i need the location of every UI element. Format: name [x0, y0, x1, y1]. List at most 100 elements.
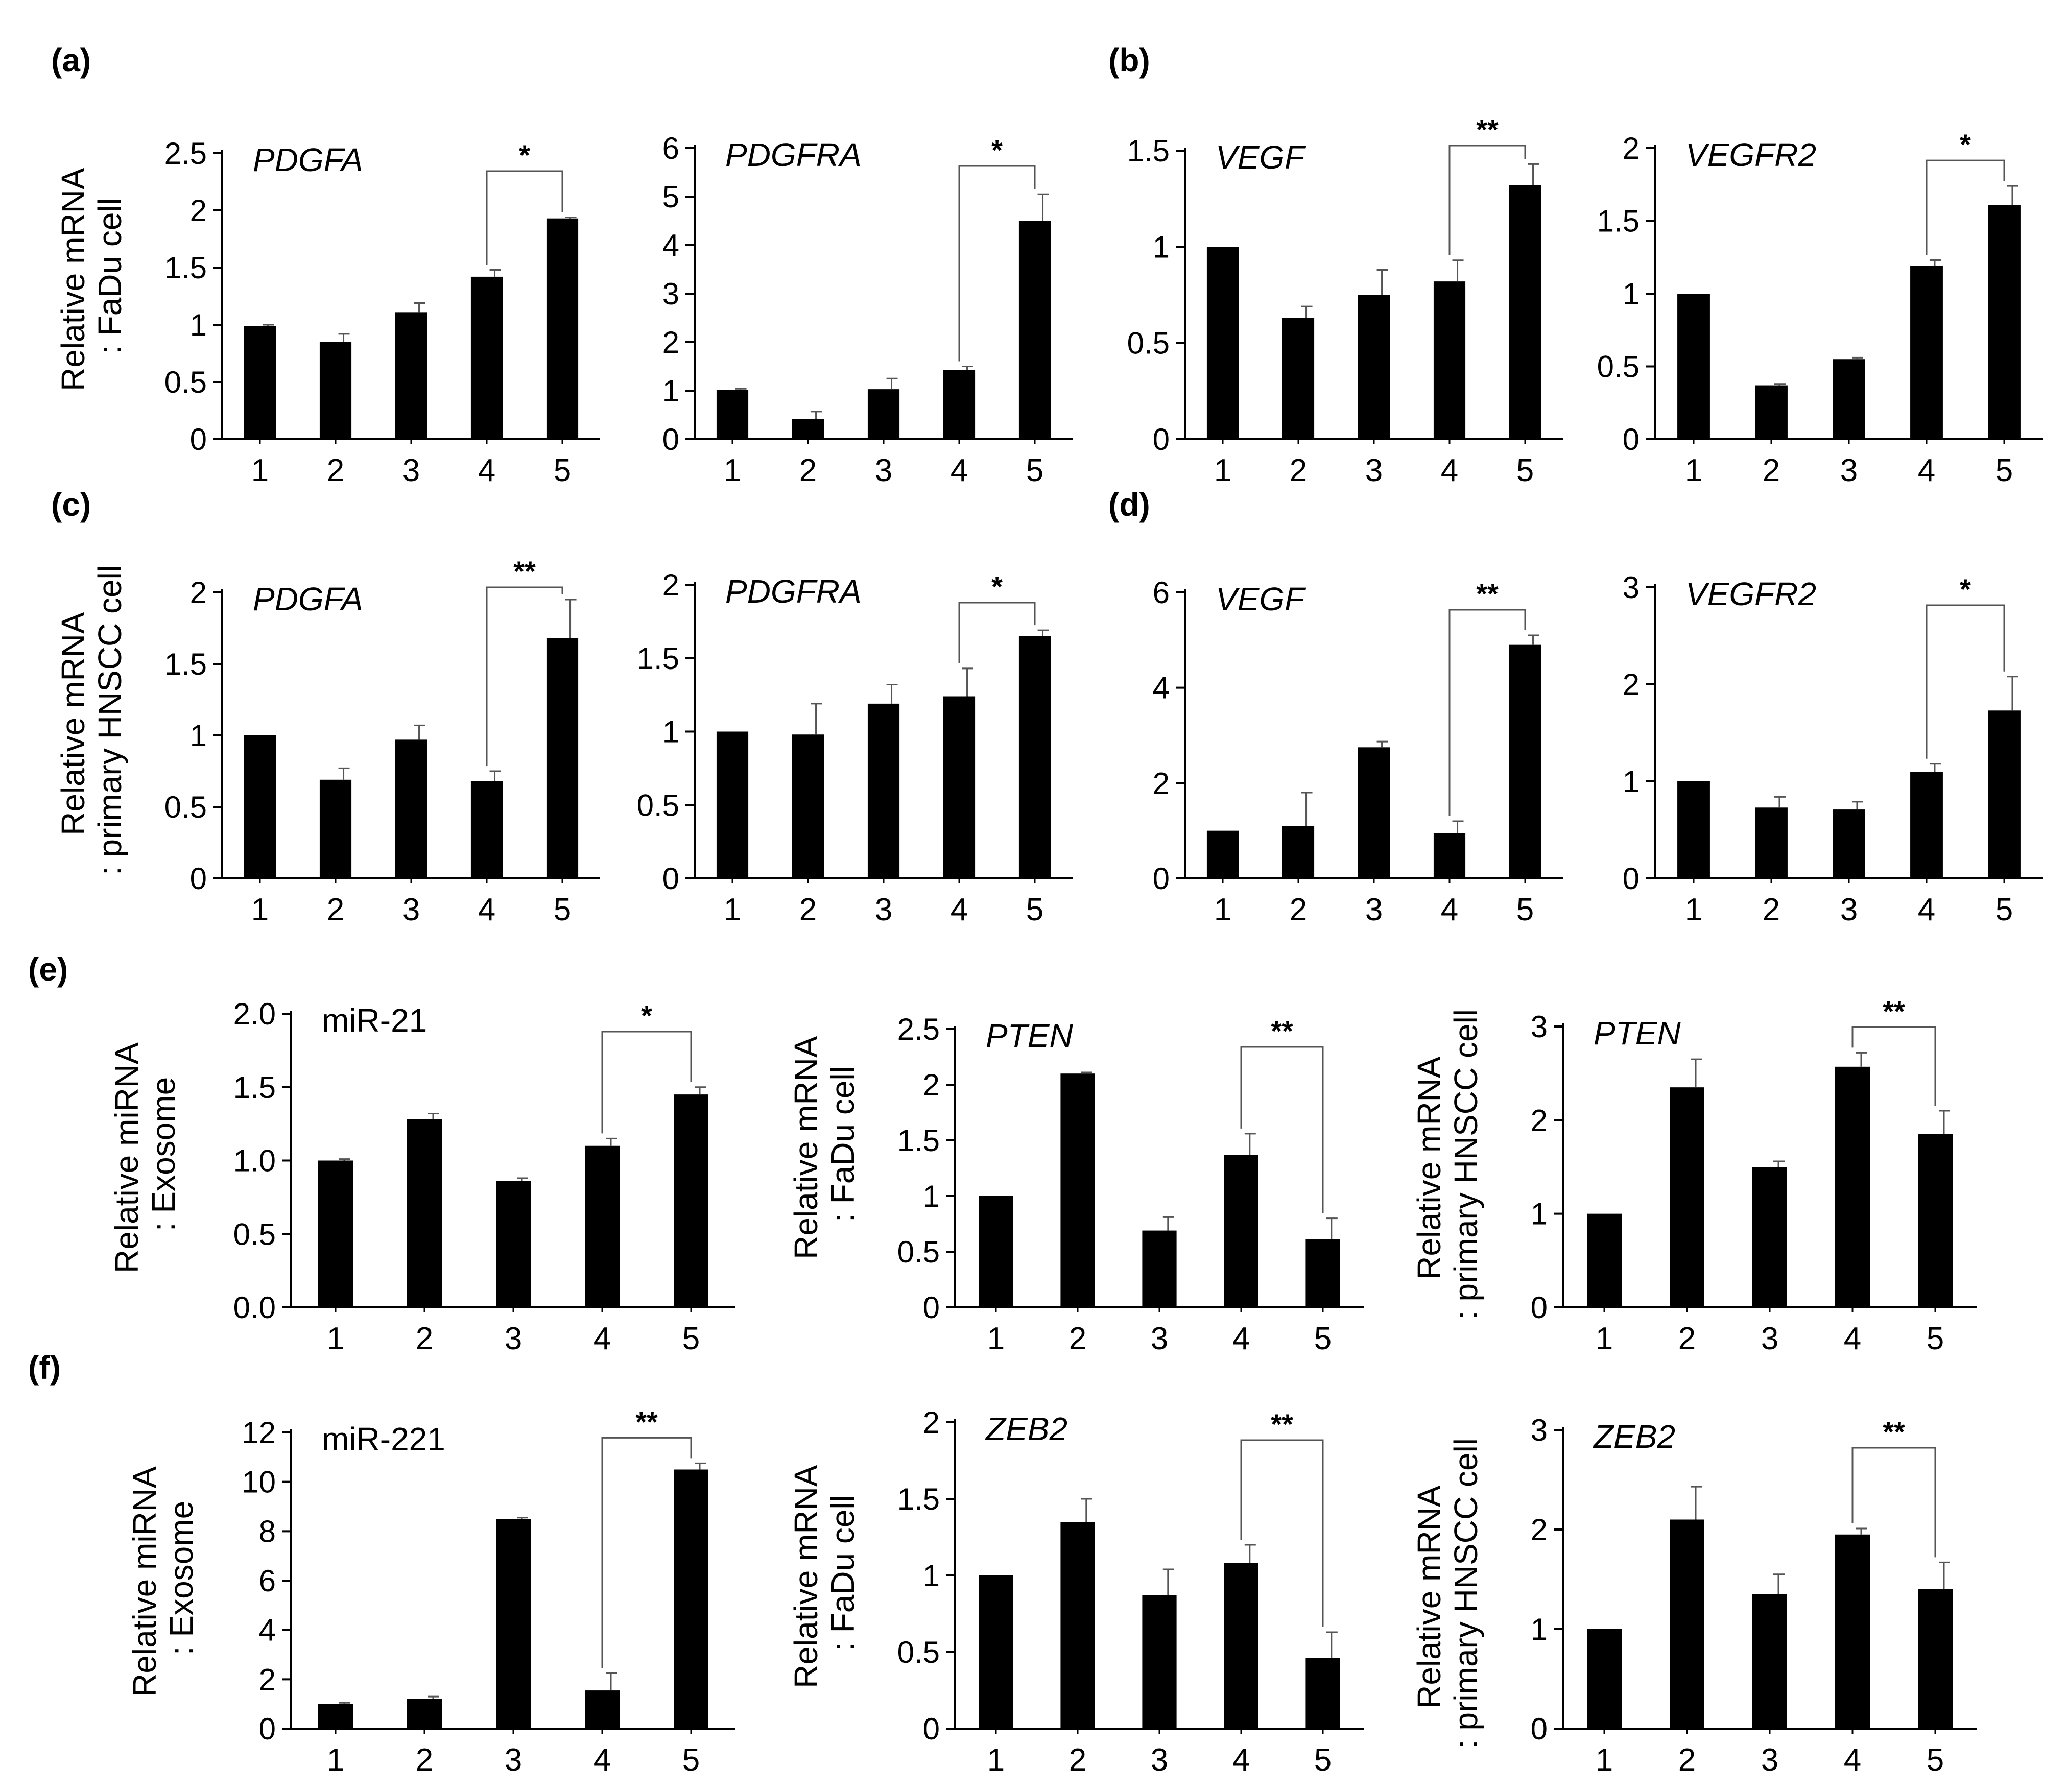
bar: [319, 342, 352, 439]
x-tick-label: 1: [327, 1321, 344, 1356]
bar: [585, 1145, 620, 1307]
significance-bracket: [1448, 609, 1526, 816]
bar: [1587, 1629, 1622, 1729]
panel-label-b: (b): [1108, 42, 1150, 79]
bar: [496, 1519, 531, 1729]
y-tick-label: 12: [242, 1416, 276, 1450]
y-tick-label: 1.5: [1597, 204, 1640, 238]
chart-f-zeb2-hnscc: 0 1 2 3 1 2 3 4 5 ZEB2 **: [1531, 1413, 1977, 1778]
x-tick-label: 1: [1214, 453, 1231, 488]
bar: [407, 1699, 442, 1729]
y-tick-label: 0: [259, 1712, 276, 1746]
significance-label: *: [991, 570, 1003, 603]
x-tick-label: 3: [402, 453, 420, 488]
chart-title: VEGFR2: [1685, 136, 1816, 173]
y-tick-label: 0.5: [1597, 350, 1640, 384]
bar: [244, 326, 276, 439]
y-tick-label: 3: [1531, 1010, 1548, 1044]
y-tick-label: 2: [190, 194, 207, 228]
bar: [1755, 385, 1788, 439]
bar: [867, 703, 900, 878]
bar: [792, 734, 824, 878]
x-tick-label: 5: [1927, 1742, 1944, 1778]
bar: [1060, 1522, 1095, 1729]
x-tick-label: 1: [251, 892, 269, 927]
x-tick-label: 4: [1232, 1742, 1250, 1778]
x-tick-label: 1: [987, 1742, 1005, 1778]
y-tick-label: 1.0: [233, 1144, 276, 1178]
x-tick-label: 5: [1314, 1742, 1332, 1778]
y-tick-label: 2: [1531, 1103, 1548, 1137]
y-tick-label: 0: [662, 422, 679, 457]
x-tick-label: 5: [554, 453, 571, 488]
ylabel-e-3-line1: Relative mRNA: [1411, 1056, 1447, 1280]
bar: [407, 1119, 442, 1307]
y-tick-label: 1: [1531, 1197, 1548, 1231]
x-tick-label: 3: [402, 892, 420, 927]
bar: [1910, 266, 1943, 439]
bar: [395, 312, 427, 439]
y-tick-label: 1: [1623, 764, 1640, 799]
bar: [1224, 1155, 1258, 1307]
y-tick-label: 8: [259, 1514, 276, 1548]
chart-a-pdgfa: 0 0.5 1 1.5 2 2.5 1 2 3 4 5 PDGFA *: [164, 136, 600, 488]
y-tick-label: 2: [923, 1068, 940, 1102]
x-tick-label: 4: [1232, 1321, 1250, 1356]
significance-label: *: [991, 134, 1003, 166]
y-tick-label: 0: [1531, 1712, 1548, 1746]
bar: [1918, 1589, 1953, 1729]
y-tick-label: 2.5: [897, 1012, 940, 1046]
bar: [318, 1160, 353, 1307]
chart-title: VEGF: [1216, 581, 1306, 617]
x-tick-label: 2: [416, 1321, 433, 1356]
bar: [1509, 644, 1541, 878]
significance-label: **: [1883, 995, 1905, 1027]
y-tick-label: 2: [1153, 766, 1170, 800]
y-tick-label: 10: [242, 1465, 276, 1499]
y-tick-label: 0: [190, 862, 207, 896]
x-tick-label: 3: [505, 1321, 522, 1356]
y-tick-label: 3: [1623, 570, 1640, 605]
y-tick-label: 1.5: [164, 647, 207, 681]
x-tick-label: 2: [1763, 892, 1780, 927]
y-tick-label: 0.5: [637, 788, 679, 822]
bar: [1918, 1134, 1953, 1307]
y-tick-label: 3: [662, 277, 679, 311]
bar: [716, 390, 749, 439]
bar: [1677, 781, 1710, 878]
bar: [1305, 1658, 1340, 1729]
chart-title: miR-21: [322, 1002, 427, 1039]
x-tick-label: 3: [505, 1742, 522, 1778]
x-tick-label: 2: [1069, 1321, 1086, 1356]
bar: [943, 696, 976, 878]
y-tick-label: 1: [190, 719, 207, 753]
x-tick-label: 1: [1685, 892, 1702, 927]
x-tick-label: 4: [1441, 453, 1458, 488]
x-tick-label: 1: [1214, 892, 1231, 927]
bar: [1835, 1066, 1870, 1307]
y-tick-label: 0: [1531, 1291, 1548, 1325]
significance-label: **: [1476, 578, 1499, 610]
ylabel-f-1-line1: Relative miRNA: [126, 1466, 163, 1697]
ylabel-e-1: Relative miRNA : Exosome: [108, 1035, 182, 1273]
y-tick-label: 2: [662, 325, 679, 360]
x-tick-label: 5: [1026, 453, 1043, 488]
significance-label: *: [1960, 573, 1971, 605]
y-tick-label: 0: [1623, 862, 1640, 896]
y-tick-label: 2.5: [164, 136, 207, 171]
significance-label: **: [635, 1405, 658, 1438]
bar: [496, 1181, 531, 1307]
chart-title: miR-221: [322, 1421, 445, 1458]
bar: [674, 1469, 708, 1729]
x-tick-label: 2: [1678, 1742, 1696, 1778]
chart-e-mir21: 0.0 0.5 1.0 1.5 2.0 1 2 3 4 5 miR-21 *: [233, 997, 735, 1356]
x-tick-label: 3: [875, 892, 892, 927]
bar: [395, 739, 427, 878]
ylabel-c-line1: Relative mRNA: [55, 612, 91, 835]
bar: [1988, 710, 2021, 878]
y-tick-label: 0.5: [233, 1217, 276, 1251]
bar: [585, 1690, 620, 1729]
ylabel-e-2-line1: Relative mRNA: [788, 1036, 824, 1259]
bar: [1752, 1594, 1787, 1729]
